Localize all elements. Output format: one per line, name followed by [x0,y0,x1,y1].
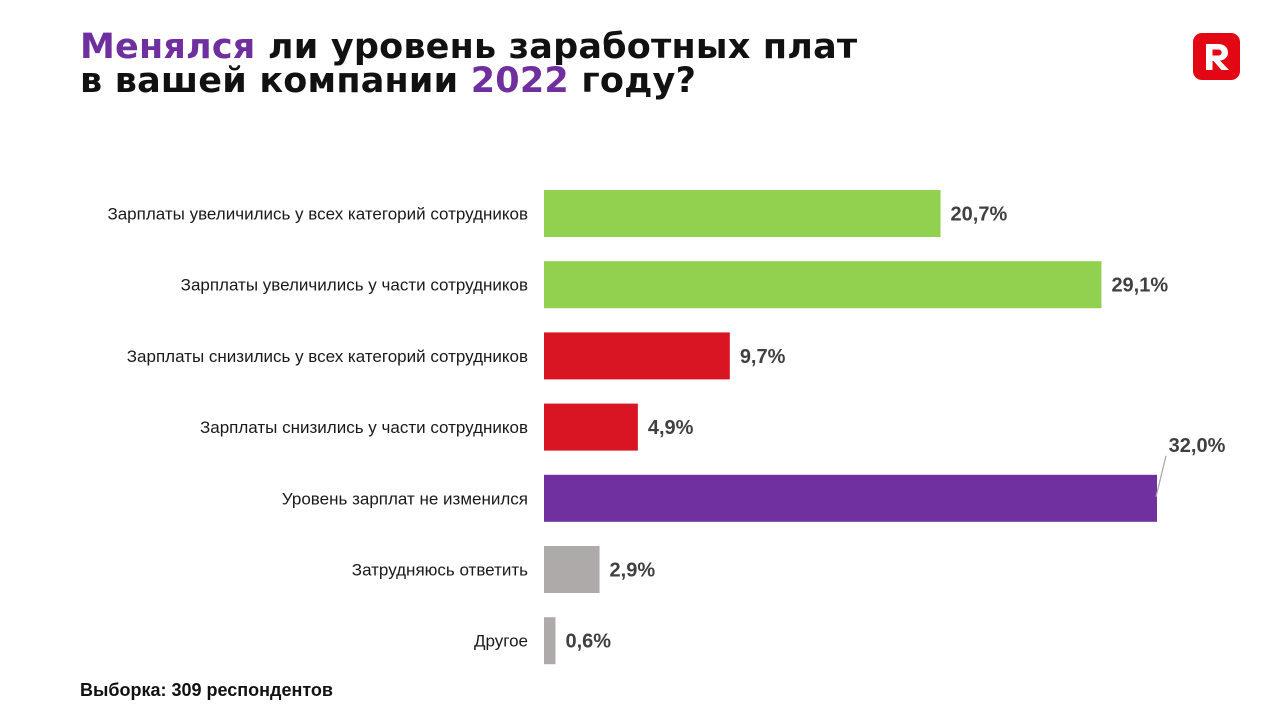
r-logo-icon [1193,33,1240,80]
title-line2-end: году? [568,61,697,101]
value-label: 20,7% [951,204,1008,226]
leader-line [1155,455,1167,497]
title-line2-start: в вашей компании [80,61,471,101]
title-line1-rest: ли уровень заработных плат [255,27,858,67]
page-title: Менялся ли уровень заработных плат в ваш… [80,27,858,101]
value-label: 32,0% [1169,435,1226,457]
title-accent-word: Менялся [80,27,256,67]
r-letter-icon [1205,43,1229,70]
category-label: Уровень зарплат не изменился [282,489,528,508]
value-label: 29,1% [1111,275,1168,297]
value-label: 2,9% [610,560,656,582]
bar [544,617,556,665]
category-label: Другое [474,632,528,651]
bar [544,332,730,380]
bar [544,474,1157,522]
bar [544,403,638,451]
bar [544,546,600,593]
bar [544,190,941,237]
category-label: Затрудняюсь ответить [352,561,528,580]
value-label: 9,7% [740,346,786,368]
value-label: 4,9% [648,417,694,439]
category-label: Зарплаты увеличились у части сотрудников [181,276,528,295]
sample-size-note: Выборка: 309 респондентов [80,680,333,700]
category-label: Зарплаты снизились у части сотрудников [200,418,528,437]
category-label: Зарплаты снизились у всех категорий сотр… [127,347,528,366]
title-accent-year: 2022 [470,61,569,101]
value-label: 0,6% [565,631,611,653]
bar [544,261,1102,309]
category-label: Зарплаты увеличились у всех категорий со… [107,205,528,224]
